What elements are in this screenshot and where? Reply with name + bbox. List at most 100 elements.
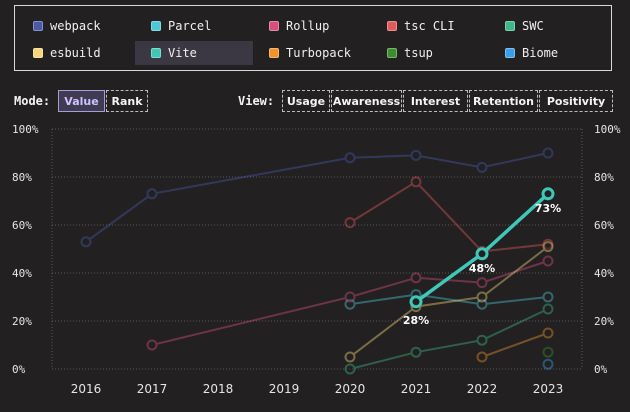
view-interest-button[interactable]: Interest	[403, 90, 468, 112]
data-point-swc	[476, 334, 488, 346]
x-tick-label: 2022	[467, 382, 498, 396]
data-point-esbuild	[344, 351, 356, 363]
legend-item-label: Parcel	[168, 19, 212, 33]
series-tsup	[542, 346, 554, 358]
data-point-webpack	[80, 236, 92, 248]
legend-item-swc[interactable]: SWC	[489, 14, 607, 38]
y-tick-label-right: 100%	[594, 123, 621, 136]
data-point-rollup	[410, 272, 422, 284]
data-point-esbuild	[542, 241, 554, 253]
legend-swatch-icon	[505, 21, 515, 31]
legend-item-biome[interactable]: Biome	[489, 41, 607, 65]
mode-label: Mode:	[14, 94, 51, 108]
view-awareness-button[interactable]: Awareness	[331, 90, 402, 112]
legend-swatch-icon	[269, 48, 279, 58]
data-point-vite	[475, 247, 489, 261]
legend-item-rollup[interactable]: Rollup	[253, 14, 371, 38]
legend-item-turbopack[interactable]: Turbopack	[253, 41, 371, 65]
y-tick-label-left: 100%	[12, 123, 39, 136]
data-point-parcel	[344, 298, 356, 310]
legend-swatch-icon	[151, 48, 161, 58]
legend-item-label: tsup	[404, 46, 433, 60]
legend-panel: webpack Parcel Rollup tsc CLI SWC esbuild Vite…	[14, 5, 612, 71]
legend-swatch-icon	[387, 48, 397, 58]
series-rollup	[146, 255, 554, 351]
legend-item-label: Turbopack	[286, 46, 352, 60]
data-point-tsc-cli	[542, 238, 554, 250]
legend-item-webpack[interactable]: webpack	[17, 14, 135, 38]
view-usage-button[interactable]: Usage	[282, 90, 330, 112]
series-line-webpack	[85, 152, 549, 243]
series-turbopack	[476, 327, 554, 363]
series-line-parcel	[349, 293, 549, 306]
legend-swatch-icon	[33, 21, 43, 31]
series-line-swc	[349, 308, 549, 370]
series-line-turbopack	[481, 332, 549, 358]
data-point-swc	[410, 346, 422, 358]
legend-item-label: Vite	[168, 46, 197, 60]
data-point-tsc-cli	[344, 217, 356, 229]
legend-swatch-icon	[269, 21, 279, 31]
data-label-vite: 48%	[469, 262, 495, 275]
x-tick-label: 2019	[269, 382, 300, 396]
series-vite	[409, 187, 555, 309]
mode-rank-button[interactable]: Rank	[106, 90, 148, 112]
series-line-esbuild	[349, 245, 549, 358]
legend-swatch-icon	[151, 21, 161, 31]
series-line-rollup	[151, 260, 549, 346]
data-label-vite: 28%	[403, 314, 429, 327]
x-tick-label: 2020	[335, 382, 366, 396]
data-point-webpack	[542, 147, 554, 159]
y-tick-label-left: 20%	[12, 315, 32, 328]
data-point-swc	[344, 363, 356, 375]
x-tick-label: 2018	[203, 382, 234, 396]
legend-item-esbuild[interactable]: esbuild	[17, 41, 135, 65]
data-point-vite	[409, 295, 423, 309]
legend-swatch-icon	[505, 48, 515, 58]
data-point-webpack	[344, 152, 356, 164]
x-tick-label: 2017	[137, 382, 168, 396]
series-parcel	[344, 289, 554, 310]
legend-item-parcel[interactable]: Parcel	[135, 14, 253, 38]
data-point-tsup	[542, 346, 554, 358]
data-point-biome	[542, 358, 554, 370]
series-swc	[344, 303, 554, 375]
legend-item-label: Rollup	[286, 19, 330, 33]
x-tick-label: 2021	[401, 382, 432, 396]
legend-item-tsup[interactable]: tsup	[371, 41, 489, 65]
y-tick-label-right: 20%	[594, 315, 614, 328]
view-label: View:	[238, 94, 275, 108]
data-point-swc	[542, 303, 554, 315]
y-tick-label-left: 60%	[12, 219, 32, 232]
view-positivity-button[interactable]: Positivity	[539, 90, 613, 112]
series-webpack	[80, 147, 554, 248]
legend-item-label: tsc CLI	[404, 19, 455, 33]
y-tick-label-left: 80%	[12, 171, 32, 184]
grid	[52, 128, 582, 370]
y-tick-label-left: 40%	[12, 267, 32, 280]
legend-item-label: Biome	[522, 46, 559, 60]
legend-item-label: SWC	[522, 19, 544, 33]
y-tick-label-right: 80%	[594, 171, 614, 184]
data-point-turbopack	[542, 327, 554, 339]
y-tick-label-right: 60%	[594, 219, 614, 232]
data-point-webpack	[476, 161, 488, 173]
x-tick-label: 2016	[71, 382, 102, 396]
x-tick-label: 2023	[533, 382, 564, 396]
data-point-parcel	[542, 291, 554, 303]
series-line-tsc-cli	[349, 180, 549, 253]
y-tick-label-right: 0%	[594, 363, 608, 376]
y-tick-label-left: 0%	[12, 363, 26, 376]
legend-item-vite[interactable]: Vite	[135, 41, 253, 65]
view-retention-button[interactable]: Retention	[469, 90, 538, 112]
legend-item-tsc-cli[interactable]: tsc CLI	[371, 14, 489, 38]
data-point-rollup	[146, 339, 158, 351]
data-point-rollup	[476, 277, 488, 289]
data-label-vite: 73%	[535, 202, 561, 215]
mode-value-button[interactable]: Value	[58, 90, 105, 112]
data-point-rollup	[344, 291, 356, 303]
data-point-rollup	[542, 255, 554, 267]
series-biome	[542, 358, 554, 370]
data-point-parcel	[476, 298, 488, 310]
